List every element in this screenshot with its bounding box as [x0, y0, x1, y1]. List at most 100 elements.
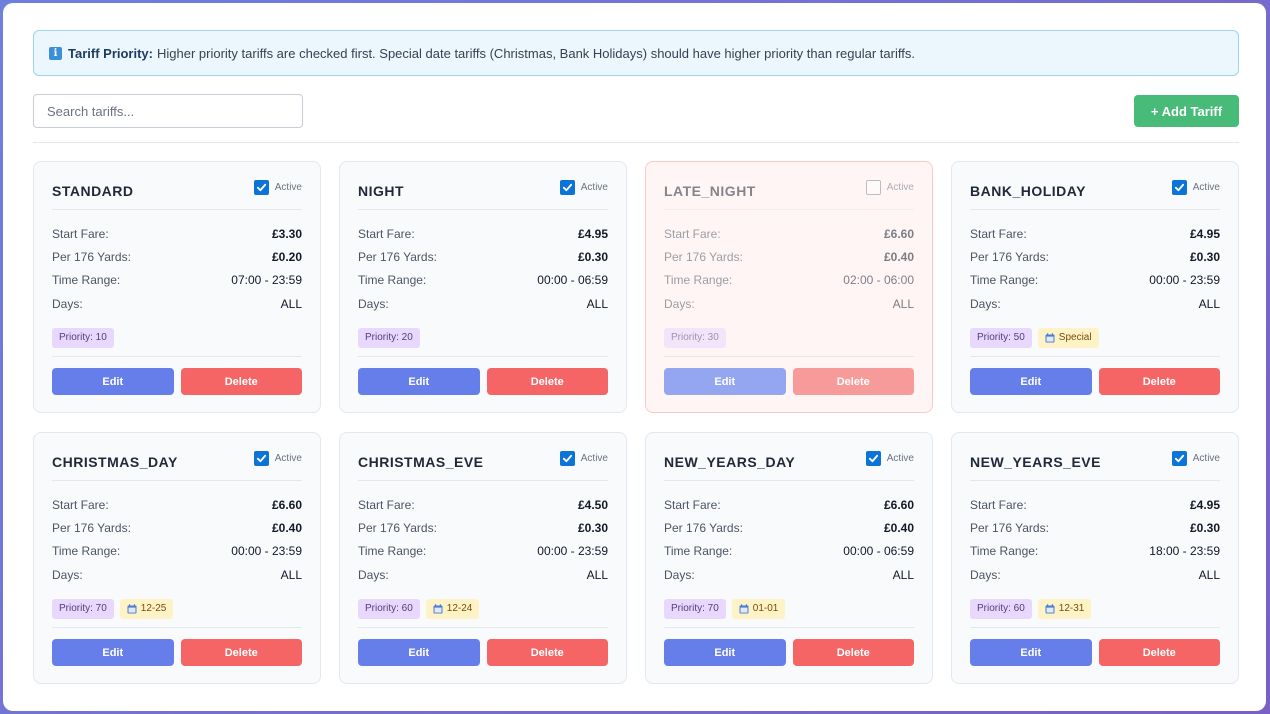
- delete-button[interactable]: Delete: [1098, 639, 1220, 666]
- priority-badge: Priority: 70: [52, 598, 114, 619]
- tariff-card-late-night: LATE_NIGHT Active Start Fare: £6.60 Per …: [645, 161, 933, 413]
- special-date-badge: 12-31: [1037, 598, 1092, 619]
- time-range-label: Time Range:: [358, 273, 427, 288]
- days-label: Days:: [358, 567, 389, 582]
- per-yards-row: Per 176 Yards: £0.30: [358, 516, 608, 539]
- days-row: Days: ALL: [358, 563, 608, 586]
- calendar-icon: [1045, 332, 1055, 343]
- active-checkbox[interactable]: [253, 180, 269, 195]
- start-fare-row: Start Fare: £3.30: [52, 222, 302, 245]
- special-date-badge: Special: [1037, 327, 1099, 348]
- delete-button[interactable]: Delete: [486, 639, 608, 666]
- per-yards-label: Per 176 Yards:: [970, 250, 1049, 265]
- start-fare-value: £4.95: [1189, 226, 1220, 241]
- days-row: Days: ALL: [52, 563, 302, 586]
- per-yards-value: £0.40: [883, 250, 914, 265]
- edit-button[interactable]: Edit: [52, 639, 174, 666]
- days-label: Days:: [52, 296, 83, 311]
- card-divider: [970, 356, 1220, 357]
- delete-button[interactable]: Delete: [792, 368, 914, 395]
- info-title: Tariff Priority:: [68, 45, 153, 61]
- delete-button[interactable]: Delete: [792, 639, 914, 666]
- active-label: Active: [580, 453, 608, 464]
- start-fare-row: Start Fare: £4.50: [358, 493, 608, 516]
- tariff-grid: STANDARD Active Start Fare: £3.30 Per 17…: [33, 161, 1239, 684]
- per-yards-row: Per 176 Yards: £0.30: [358, 245, 608, 268]
- active-checkbox[interactable]: [865, 180, 881, 195]
- active-checkbox[interactable]: [559, 451, 575, 466]
- edit-button[interactable]: Edit: [664, 368, 786, 395]
- start-fare-value: £6.60: [883, 497, 914, 512]
- active-label: Active: [580, 182, 608, 193]
- days-value: ALL: [892, 296, 914, 311]
- priority-badge: Priority: 60: [358, 598, 420, 619]
- edit-button[interactable]: Edit: [358, 368, 480, 395]
- special-date-text: Special: [1058, 332, 1092, 344]
- active-checkbox[interactable]: [253, 451, 269, 466]
- delete-button[interactable]: Delete: [180, 368, 302, 395]
- tariff-card-bank-holiday: BANK_HOLIDAY Active Start Fare: £4.95 Pe…: [951, 161, 1239, 413]
- active-label: Active: [1192, 182, 1220, 193]
- info-icon: i: [49, 46, 62, 60]
- per-yards-row: Per 176 Yards: £0.40: [664, 245, 914, 268]
- per-yards-value: £0.40: [271, 521, 302, 536]
- add-tariff-button[interactable]: + Add Tariff: [1134, 95, 1239, 127]
- time-range-value: 00:00 - 23:59: [1149, 273, 1220, 288]
- active-checkbox[interactable]: [1171, 451, 1187, 466]
- days-value: ALL: [892, 567, 914, 582]
- start-fare-row: Start Fare: £4.95: [970, 493, 1220, 516]
- time-range-label: Time Range:: [970, 544, 1039, 559]
- delete-button[interactable]: Delete: [486, 368, 608, 395]
- per-yards-label: Per 176 Yards:: [358, 250, 437, 265]
- time-range-label: Time Range:: [52, 544, 121, 559]
- per-yards-value: £0.40: [883, 521, 914, 536]
- active-checkbox[interactable]: [865, 451, 881, 466]
- tariff-card-night: NIGHT Active Start Fare: £4.95 Per 176 Y…: [339, 161, 627, 413]
- tariff-name: NEW_YEARS_DAY: [664, 454, 796, 470]
- calendar-icon: [433, 603, 443, 614]
- edit-button[interactable]: Edit: [970, 368, 1092, 395]
- start-fare-value: £4.95: [1189, 497, 1220, 512]
- start-fare-label: Start Fare:: [358, 226, 415, 241]
- calendar-icon: [739, 603, 749, 614]
- time-range-label: Time Range:: [664, 273, 733, 288]
- days-row: Days: ALL: [664, 563, 914, 586]
- start-fare-row: Start Fare: £6.60: [664, 222, 914, 245]
- special-date-text: 12-31: [1058, 603, 1085, 615]
- active-checkbox[interactable]: [559, 180, 575, 195]
- tariff-name: STANDARD: [52, 183, 134, 199]
- delete-button[interactable]: Delete: [1098, 368, 1220, 395]
- days-value: ALL: [1198, 567, 1220, 582]
- per-yards-label: Per 176 Yards:: [52, 521, 131, 536]
- per-yards-value: £0.30: [577, 521, 608, 536]
- start-fare-label: Start Fare:: [52, 226, 109, 241]
- start-fare-label: Start Fare:: [664, 226, 721, 241]
- search-input[interactable]: [33, 94, 303, 128]
- delete-button[interactable]: Delete: [180, 639, 302, 666]
- edit-button[interactable]: Edit: [358, 639, 480, 666]
- days-value: ALL: [280, 296, 302, 311]
- edit-button[interactable]: Edit: [52, 368, 174, 395]
- time-range-row: Time Range: 00:00 - 23:59: [358, 540, 608, 563]
- edit-button[interactable]: Edit: [664, 639, 786, 666]
- start-fare-value: £4.95: [577, 226, 608, 241]
- active-checkbox[interactable]: [1171, 180, 1187, 195]
- card-divider: [358, 356, 608, 357]
- edit-button[interactable]: Edit: [970, 639, 1092, 666]
- days-value: ALL: [280, 567, 302, 582]
- per-yards-label: Per 176 Yards:: [664, 521, 743, 536]
- days-label: Days:: [970, 296, 1001, 311]
- days-row: Days: ALL: [358, 292, 608, 315]
- info-banner: i Tariff Priority: Higher priority tarif…: [33, 30, 1239, 76]
- tariff-name: NEW_YEARS_EVE: [970, 454, 1101, 470]
- time-range-value: 07:00 - 23:59: [231, 273, 302, 288]
- time-range-value: 00:00 - 23:59: [231, 544, 302, 559]
- active-label: Active: [886, 453, 914, 464]
- time-range-row: Time Range: 00:00 - 23:59: [970, 269, 1220, 292]
- special-date-badge: 12-25: [119, 598, 174, 619]
- time-range-row: Time Range: 07:00 - 23:59: [52, 269, 302, 292]
- days-label: Days:: [52, 567, 83, 582]
- tariff-card-new-years-day: NEW_YEARS_DAY Active Start Fare: £6.60 P…: [645, 432, 933, 684]
- active-label: Active: [886, 182, 914, 193]
- start-fare-row: Start Fare: £6.60: [664, 493, 914, 516]
